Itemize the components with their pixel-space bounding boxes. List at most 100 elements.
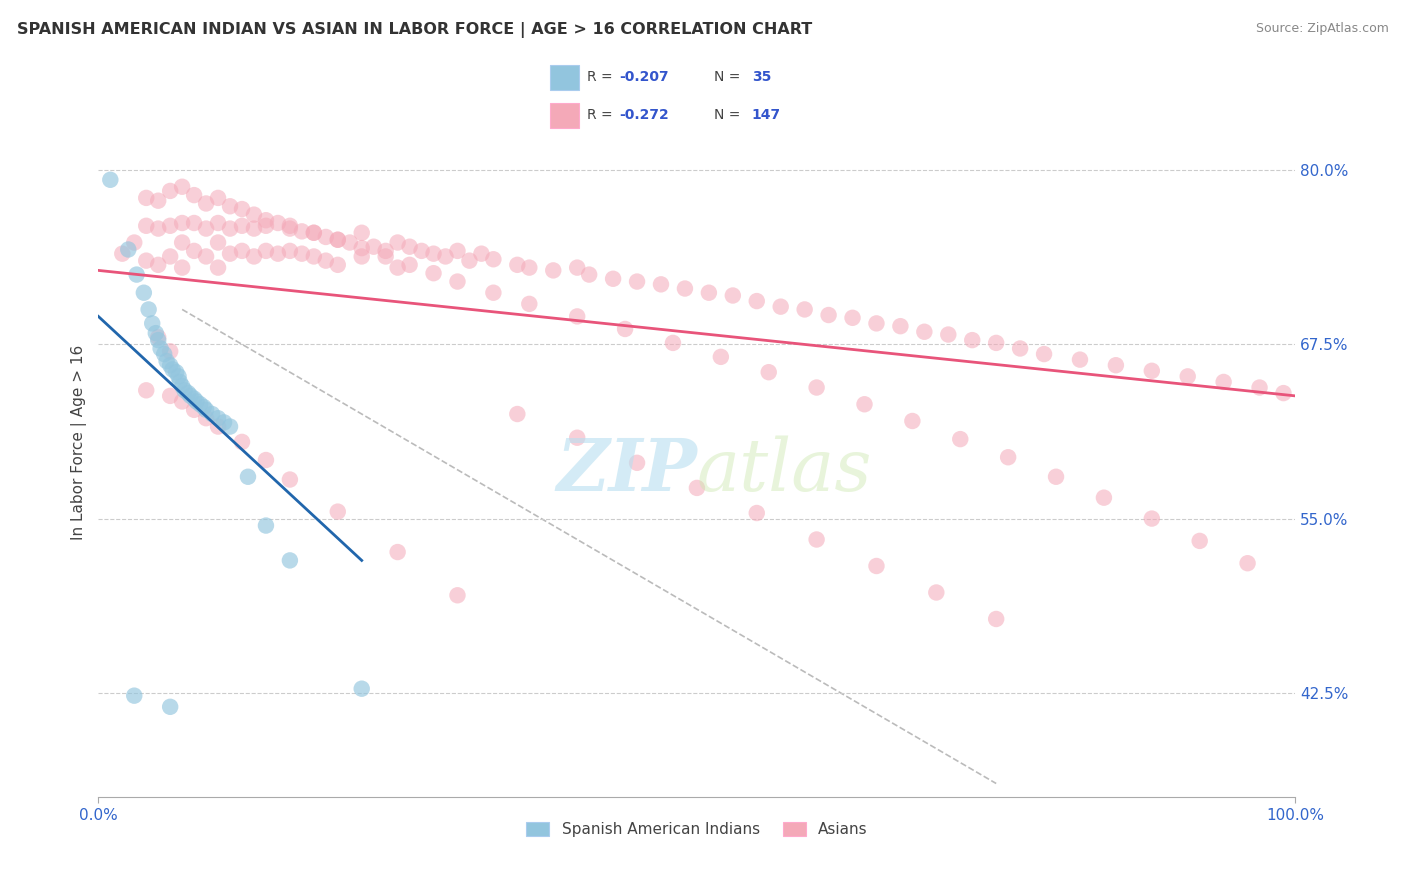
Point	[302, 250, 325, 264]
Point	[1236, 556, 1258, 570]
Point	[374, 250, 396, 264]
Legend: Spanish American Indians, Asians: Spanish American Indians, Asians	[520, 816, 873, 843]
Point	[148, 258, 170, 272]
Point	[769, 300, 792, 314]
Bar	[550, 103, 579, 128]
Point	[183, 392, 205, 406]
Point	[159, 699, 181, 714]
Point	[470, 246, 492, 260]
Point	[172, 235, 194, 250]
Point	[148, 333, 170, 347]
Point	[853, 397, 876, 411]
Point	[149, 342, 172, 356]
Point	[925, 585, 948, 599]
Point	[434, 250, 457, 264]
Text: atlas: atlas	[697, 435, 872, 506]
Point	[145, 326, 167, 340]
Point	[183, 244, 205, 258]
Point	[138, 302, 160, 317]
Point	[1140, 511, 1163, 525]
Point	[997, 450, 1019, 465]
Point	[173, 384, 195, 398]
Point	[506, 407, 529, 421]
Point	[159, 250, 181, 264]
Point	[148, 330, 170, 344]
Point	[602, 272, 624, 286]
Point	[135, 219, 157, 233]
Point	[841, 310, 863, 325]
Point	[207, 235, 229, 250]
Point	[363, 240, 385, 254]
Text: 35: 35	[752, 70, 770, 84]
Point	[446, 588, 468, 602]
Point	[98, 173, 121, 187]
Point	[482, 252, 505, 267]
Point	[165, 365, 187, 379]
Point	[865, 317, 887, 331]
Point	[267, 216, 290, 230]
Point	[482, 285, 505, 300]
Point	[125, 268, 148, 282]
Point	[387, 235, 409, 250]
Point	[195, 411, 218, 425]
Point	[278, 244, 301, 258]
Point	[231, 434, 253, 449]
Text: R =: R =	[588, 109, 617, 122]
Point	[350, 250, 373, 264]
Point	[207, 419, 229, 434]
Point	[254, 518, 277, 533]
Point	[155, 354, 177, 368]
Text: -0.272: -0.272	[619, 109, 669, 122]
Point	[326, 233, 349, 247]
Point	[117, 243, 139, 257]
Point	[169, 375, 191, 389]
Point	[278, 219, 301, 233]
Point	[172, 260, 194, 275]
Point	[817, 308, 839, 322]
Point	[186, 394, 208, 409]
Point	[1105, 358, 1128, 372]
Point	[1069, 352, 1091, 367]
Point	[1212, 375, 1234, 389]
Point	[567, 310, 589, 324]
Point	[350, 681, 373, 696]
Point	[159, 219, 181, 233]
Point	[201, 407, 224, 421]
Point	[326, 258, 349, 272]
Point	[567, 431, 589, 445]
Point	[1010, 342, 1032, 356]
Point	[1140, 364, 1163, 378]
Text: Source: ZipAtlas.com: Source: ZipAtlas.com	[1256, 22, 1389, 36]
Point	[567, 260, 589, 275]
Point	[207, 191, 229, 205]
Point	[673, 281, 696, 295]
Point	[172, 179, 194, 194]
Point	[662, 335, 685, 350]
Point	[243, 250, 266, 264]
Point	[446, 275, 468, 289]
Point	[1177, 369, 1199, 384]
Point	[350, 241, 373, 255]
Point	[650, 277, 672, 292]
Point	[960, 333, 983, 347]
Point	[626, 275, 648, 289]
Point	[254, 213, 277, 227]
Text: ZIP: ZIP	[555, 434, 697, 506]
Point	[135, 384, 157, 398]
Point	[1272, 386, 1295, 401]
Point	[326, 505, 349, 519]
Point	[219, 419, 242, 434]
Point	[267, 246, 290, 260]
Point	[387, 260, 409, 275]
Point	[793, 302, 815, 317]
Point	[889, 319, 911, 334]
Point	[278, 473, 301, 487]
Point	[148, 194, 170, 208]
Point	[172, 379, 194, 393]
Point	[254, 453, 277, 467]
Point	[865, 559, 887, 574]
Point	[710, 350, 733, 364]
Point	[159, 344, 181, 359]
Point	[986, 612, 1008, 626]
Point	[350, 226, 373, 240]
